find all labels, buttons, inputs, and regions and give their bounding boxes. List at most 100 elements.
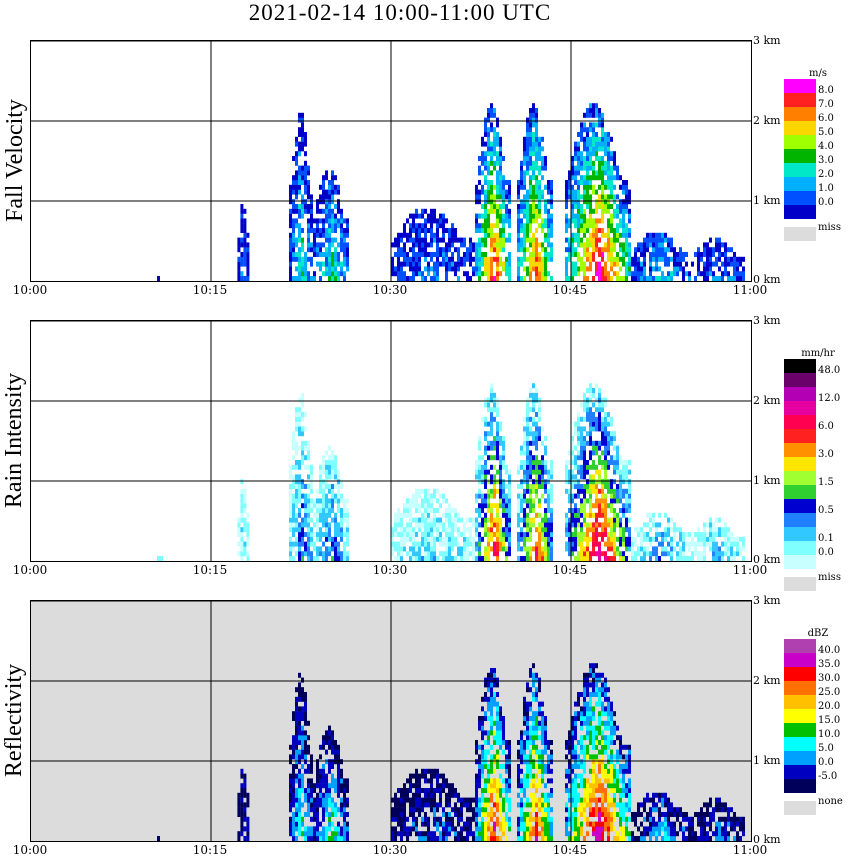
- heatmap-cell: [505, 266, 508, 272]
- heatmap-cell: [424, 522, 427, 528]
- heatmap-cell: [595, 232, 598, 238]
- heatmap-cell: [601, 247, 604, 253]
- heatmap-cell: [604, 484, 607, 489]
- heatmap-cell: [430, 536, 433, 542]
- heatmap-cell: [487, 493, 490, 499]
- heatmap-cell: [565, 512, 568, 518]
- heatmap-cell: [649, 527, 652, 533]
- heatmap-cell: [475, 508, 478, 513]
- heatmap-cell: [298, 725, 301, 731]
- heatmap-cell: [433, 546, 436, 552]
- heatmap-cell: [721, 527, 724, 533]
- heatmap-cell: [529, 759, 532, 765]
- heatmap-cell: [637, 551, 640, 557]
- heatmap-cell: [526, 725, 529, 731]
- heatmap-cell: [400, 266, 403, 272]
- heatmap-cell: [310, 484, 313, 489]
- heatmap-cell: [496, 735, 499, 741]
- heatmap-cell: [610, 170, 613, 176]
- heatmap-cell: [412, 536, 415, 542]
- heatmap-cell: [550, 469, 553, 475]
- heatmap-cell: [487, 821, 490, 827]
- heatmap-cell: [322, 493, 325, 499]
- heatmap-cell: [526, 744, 529, 750]
- heatmap-cell: [517, 194, 520, 200]
- heatmap-cell: [448, 802, 451, 808]
- heatmap-cell: [613, 436, 616, 441]
- heatmap-cell: [304, 759, 307, 765]
- heatmap-cell: [295, 802, 298, 808]
- heatmap-cell: [301, 455, 304, 461]
- heatmap-cell: [343, 261, 346, 267]
- heatmap-cell: [331, 783, 334, 789]
- legend-row: 3.0: [784, 149, 844, 166]
- heatmap-cell: [237, 541, 241, 547]
- height-tick-label: 2 km: [753, 114, 781, 127]
- heatmap-cell: [304, 412, 307, 417]
- heatmap-cell: [328, 812, 331, 817]
- heatmap-cell: [505, 256, 508, 262]
- heatmap-cell: [292, 556, 295, 561]
- heatmap-cell: [331, 503, 334, 509]
- heatmap-cell: [523, 252, 526, 257]
- heatmap-cell: [541, 711, 544, 717]
- heatmap-cell: [448, 783, 451, 789]
- heatmap-cell: [301, 276, 304, 281]
- heatmap-cell: [637, 256, 640, 262]
- heatmap-cell: [391, 831, 394, 837]
- heatmap-cell: [460, 551, 463, 557]
- heatmap-cell: [334, 836, 337, 841]
- heatmap-cell: [517, 469, 520, 475]
- heatmap-cell: [412, 237, 415, 243]
- heatmap-cell: [583, 242, 586, 248]
- heatmap-cell: [571, 512, 574, 518]
- heatmap-cell: [532, 266, 535, 272]
- heatmap-cell: [586, 156, 589, 161]
- heatmap-cell: [439, 218, 442, 224]
- heatmap-cell: [487, 160, 490, 166]
- heatmap-cell: [601, 512, 604, 518]
- heatmap-cell: [586, 388, 589, 393]
- heatmap-cell: [526, 754, 529, 760]
- heatmap-cell: [727, 551, 730, 557]
- heatmap-cell: [733, 556, 736, 561]
- heatmap-cell: [544, 488, 547, 494]
- heatmap-cell: [604, 261, 607, 267]
- heatmap-cell: [646, 237, 649, 243]
- heatmap-cell: [523, 223, 526, 229]
- heatmap-cell: [595, 464, 598, 470]
- heatmap-cell: [430, 218, 433, 224]
- heatmap-cell: [463, 256, 466, 262]
- heatmap-cell: [523, 831, 526, 837]
- heatmap-cell: [403, 256, 406, 262]
- heatmap-cell: [523, 788, 526, 793]
- heatmap-cell: [613, 551, 616, 557]
- heatmap-cell: [538, 764, 541, 769]
- heatmap-cell: [295, 464, 298, 470]
- heatmap-cell: [466, 551, 469, 557]
- heatmap-cell: [346, 783, 349, 789]
- heatmap-cell: [655, 556, 658, 561]
- heatmap-cell: [472, 546, 475, 552]
- heatmap-cell: [415, 826, 418, 832]
- heatmap-cell: [448, 228, 451, 233]
- heatmap-cell: [319, 218, 322, 224]
- heatmap-cell: [445, 276, 448, 281]
- heatmap-cell: [535, 556, 538, 561]
- heatmap-cell: [484, 160, 487, 166]
- heatmap-cell: [331, 546, 334, 552]
- heatmap-cell: [289, 488, 292, 494]
- heatmap-cell: [403, 812, 406, 817]
- heatmap-cell: [601, 199, 604, 205]
- heatmap-cell: [577, 194, 580, 200]
- heatmap-cell: [310, 242, 313, 248]
- heatmap-cell: [484, 232, 487, 238]
- heatmap-cell: [529, 484, 532, 489]
- heatmap-cell: [595, 488, 598, 494]
- heatmap-cell: [526, 266, 529, 272]
- heatmap-cell: [616, 546, 619, 552]
- heatmap-cell: [493, 551, 496, 557]
- heatmap-cell: [472, 816, 475, 822]
- heatmap-cell: [634, 541, 637, 547]
- legend-swatch: [784, 163, 816, 177]
